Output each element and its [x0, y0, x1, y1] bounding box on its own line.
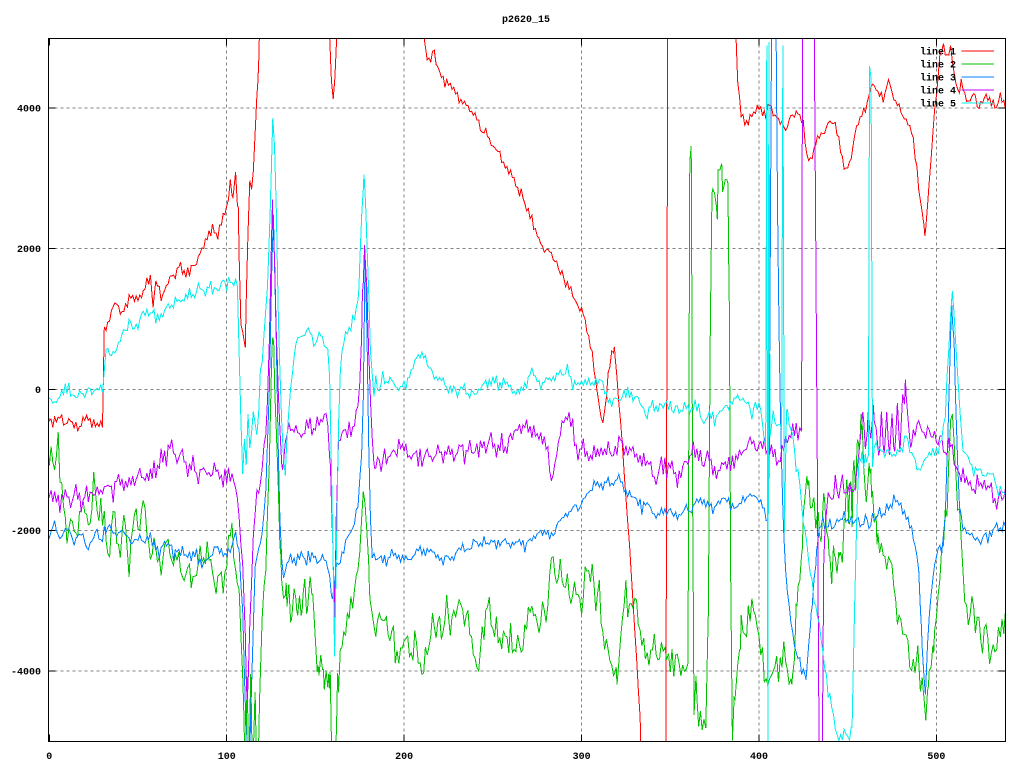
svg-text:400: 400: [750, 752, 768, 763]
svg-text:line 2: line 2: [920, 60, 956, 72]
svg-text:500: 500: [927, 752, 945, 763]
svg-text:0: 0: [35, 386, 41, 397]
svg-text:-2000: -2000: [11, 527, 41, 538]
svg-text:p2620_15: p2620_15: [502, 15, 550, 26]
svg-text:4000: 4000: [17, 104, 41, 115]
svg-text:2000: 2000: [17, 245, 41, 256]
svg-text:line 1: line 1: [920, 47, 956, 59]
svg-text:300: 300: [573, 752, 591, 763]
svg-text:-4000: -4000: [11, 668, 41, 679]
svg-text:line 4: line 4: [920, 86, 956, 98]
svg-text:line 3: line 3: [920, 73, 956, 85]
svg-text:line 5: line 5: [920, 99, 956, 111]
svg-text:200: 200: [395, 752, 413, 763]
svg-text:100: 100: [218, 752, 236, 763]
svg-text:0: 0: [46, 752, 52, 763]
